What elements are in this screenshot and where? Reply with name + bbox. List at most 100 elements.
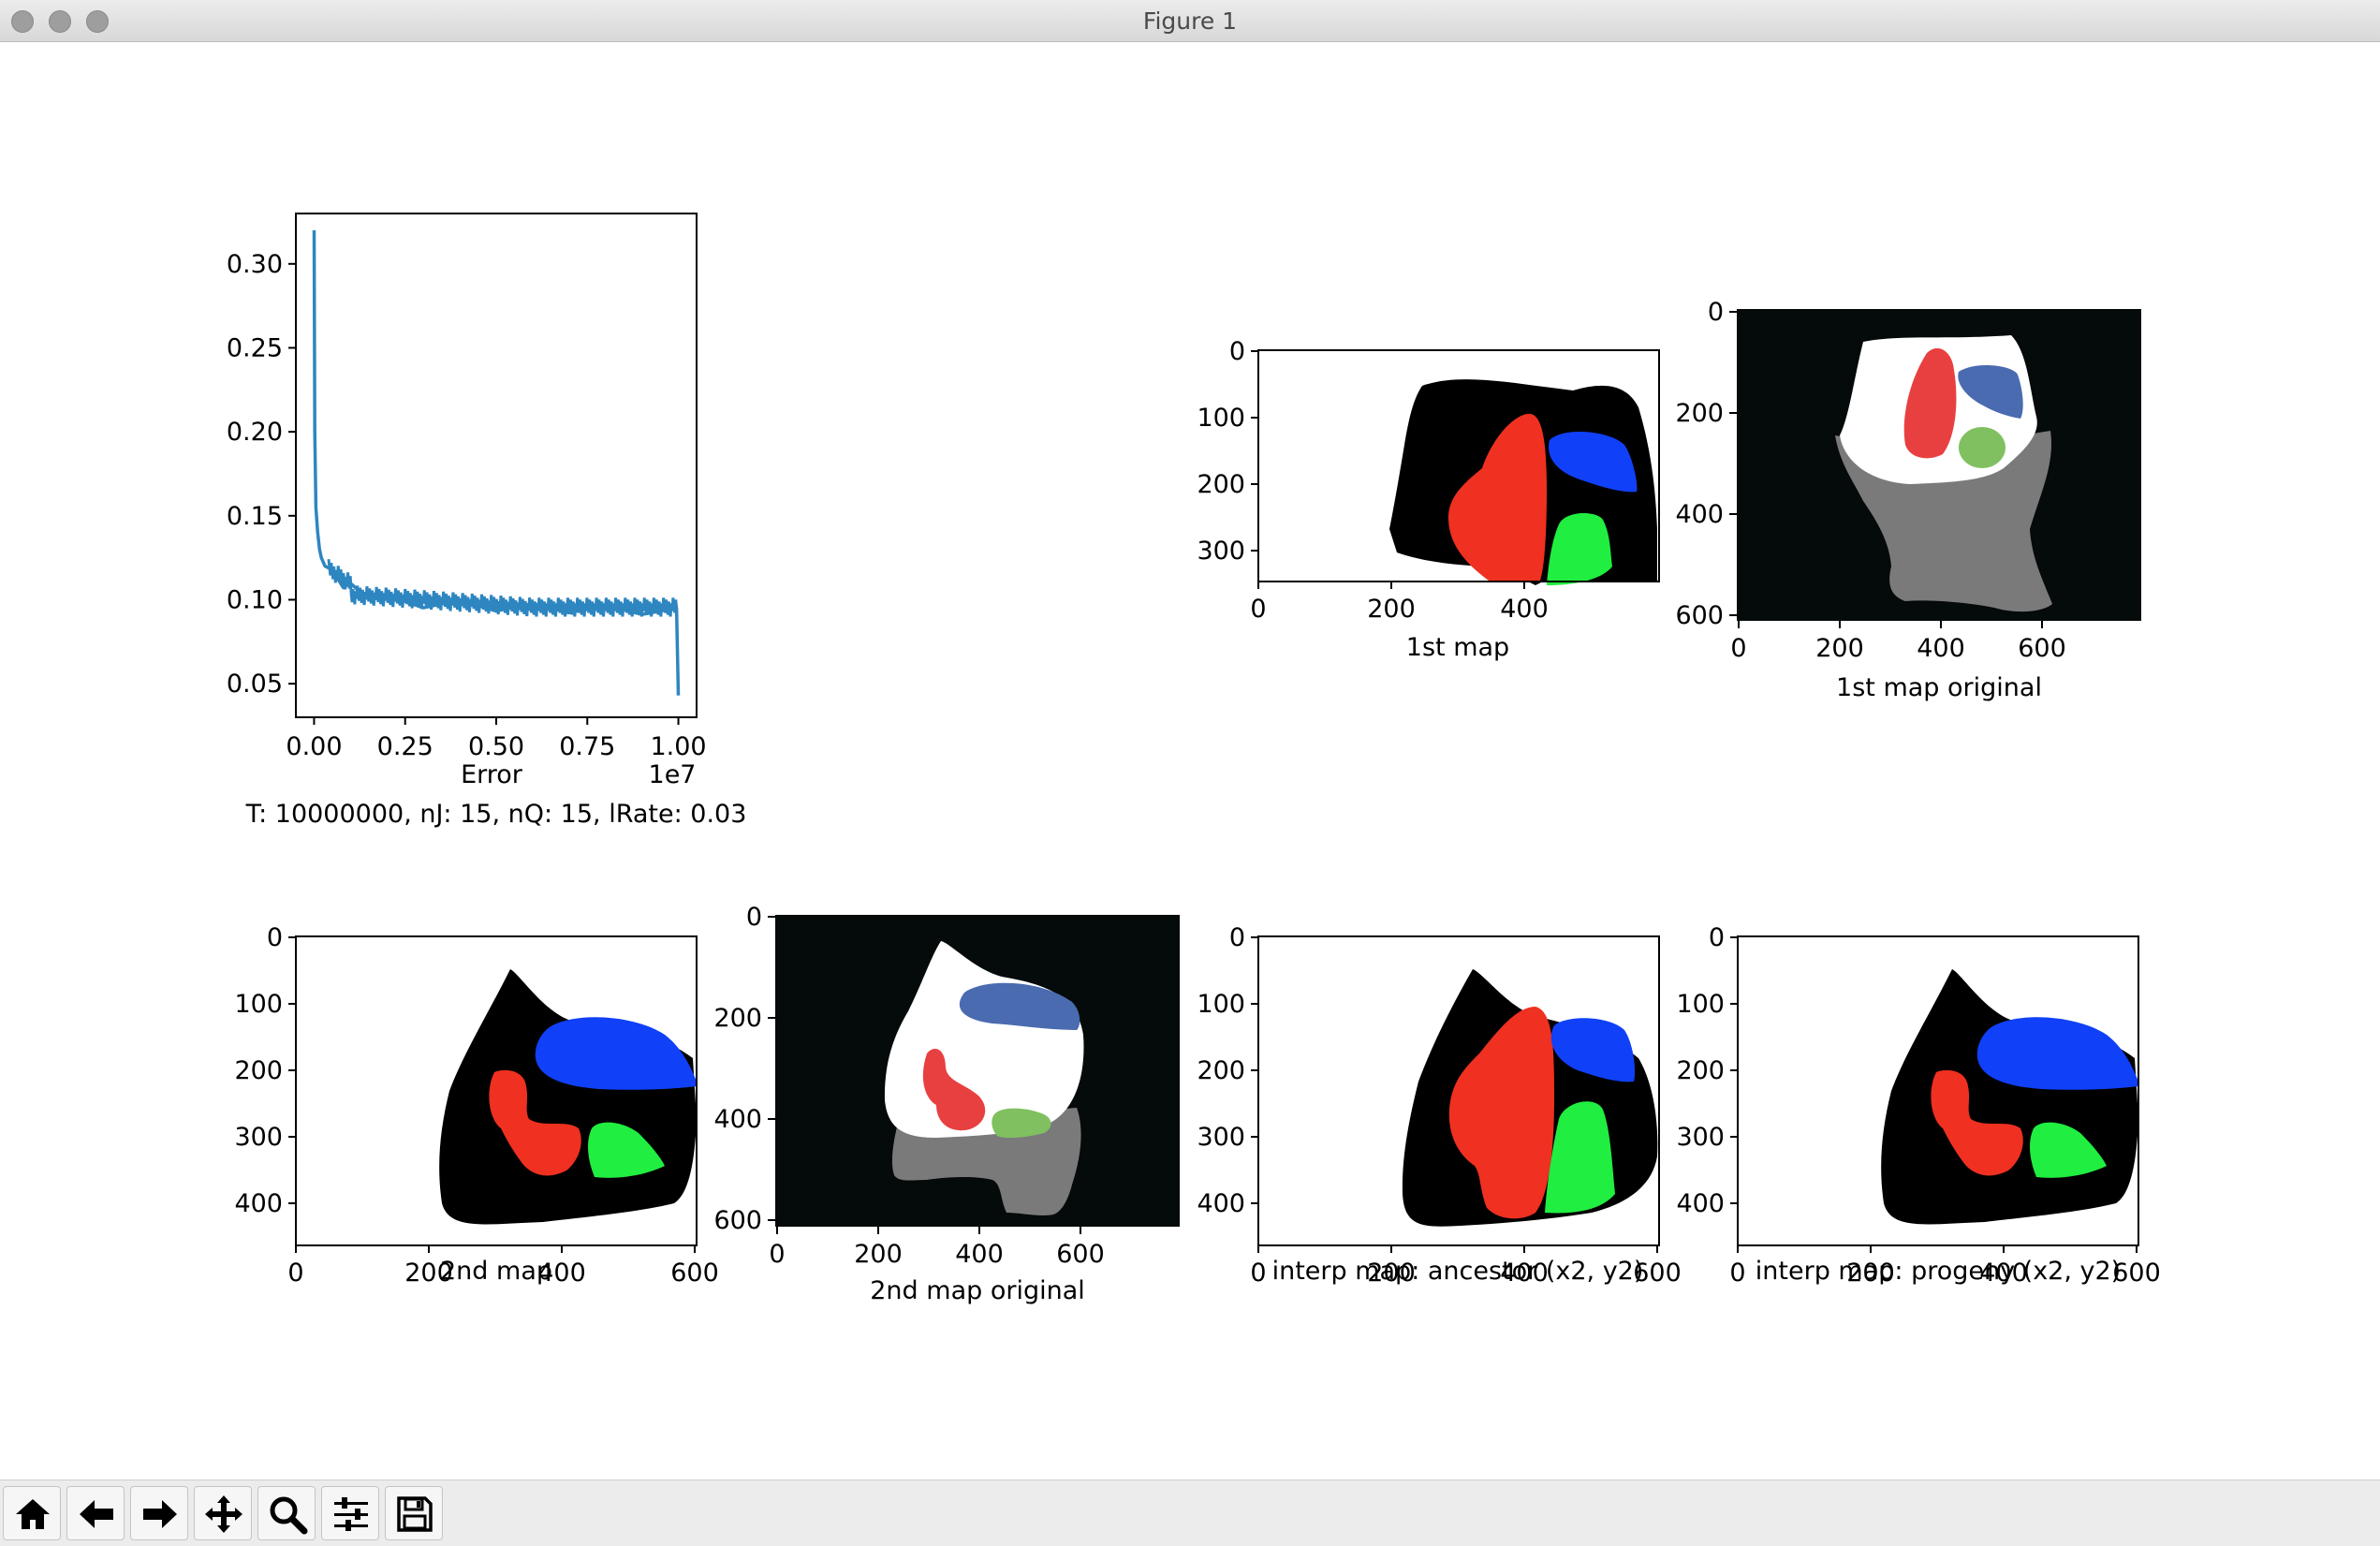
x-tick-label: 0 <box>1250 1259 1266 1288</box>
configure-subplots-button[interactable] <box>321 1486 379 1540</box>
x-tick-label: 0 <box>287 1259 303 1288</box>
x-tick-label: 400 <box>1917 634 1965 663</box>
y-tick-label: 0 <box>1229 923 1245 952</box>
x-tick-label: 600 <box>1056 1240 1105 1269</box>
interp-ancestor-blue-region <box>1550 1018 1636 1082</box>
x-tick-label: 600 <box>2018 634 2066 663</box>
first-map-original-green-region <box>1959 427 2005 468</box>
y-tick-label: 200 <box>1676 1056 1725 1085</box>
x-tick-label: 200 <box>1815 634 1864 663</box>
x-tick-label: 0 <box>1250 595 1266 624</box>
y-tick-label: 600 <box>713 1206 762 1235</box>
y-tick-label: 400 <box>1676 1189 1725 1218</box>
x-tick-label: 400 <box>1979 1259 2028 1288</box>
x-tick-label: 0 <box>769 1240 785 1269</box>
second-map-xlabel: 2nd map <box>440 1257 552 1286</box>
close-window-button[interactable] <box>11 10 34 33</box>
interp-ancestor-frame <box>1257 935 1660 1246</box>
second-map-frame <box>295 935 698 1246</box>
magnifier-icon <box>270 1496 308 1535</box>
y-tick-label: 100 <box>234 990 283 1019</box>
error-x-tick-label: 0.25 <box>377 732 433 761</box>
interp-progeny-red-region <box>1931 1069 2023 1176</box>
error-y-tick-label: 0.30 <box>227 250 283 279</box>
error-noise-band <box>327 559 679 617</box>
second-map-red-region <box>489 1069 581 1176</box>
second-map-original-blue-region <box>959 982 1080 1030</box>
y-tick-label: 100 <box>1197 404 1245 433</box>
error-x-offset-label: 1e7 <box>649 760 697 789</box>
error-y-tick-label: 0.10 <box>227 585 283 614</box>
x-tick-label: 600 <box>670 1259 719 1288</box>
sliders-icon <box>334 1497 368 1531</box>
y-tick-label: 300 <box>1676 1123 1725 1152</box>
interp-progeny-green-region <box>2030 1122 2107 1178</box>
error-xlabel: Error <box>461 760 523 789</box>
pan-button[interactable] <box>194 1486 252 1540</box>
window-titlebar: Figure 1 <box>0 0 2380 42</box>
y-tick-label: 0 <box>1229 337 1245 366</box>
x-tick-label: 0 <box>1729 1259 1745 1288</box>
first-map-original-xlabel: 1st map original <box>1836 673 2042 702</box>
x-tick-label: 400 <box>955 1240 1004 1269</box>
error-y-tick-label: 0.15 <box>227 502 283 531</box>
error-caption: T: 10000000, nJ: 15, nQ: 15, lRate: 0.03 <box>245 800 747 829</box>
forward-button[interactable] <box>130 1486 188 1540</box>
second-map-green-region <box>588 1122 665 1178</box>
x-tick-label: 200 <box>404 1259 453 1288</box>
y-tick-label: 200 <box>1675 399 1724 428</box>
second-map-original-xlabel: 2nd map original <box>870 1276 1085 1305</box>
error-plot-frame <box>295 213 698 718</box>
move-icon <box>205 1495 242 1533</box>
y-tick-label: 100 <box>1197 990 1245 1019</box>
y-tick-label: 100 <box>1676 990 1725 1019</box>
save-button[interactable] <box>385 1486 443 1540</box>
error-plot: 0.00 0.25 0.50 0.75 1.00 0.05 0.10 0.15 0.20 0.25… <box>227 213 747 829</box>
interp-progeny-plot: 0 200 400 600 0 100 200 300 400 interp map: prog… <box>1676 923 2160 1288</box>
interp-ancestor-plot: 0 200 400 600 0 100 200 300 400 interp map: ance… <box>1197 923 1681 1288</box>
x-tick-label: 200 <box>1846 1259 1895 1288</box>
figure-canvas[interactable]: 0.00 0.25 0.50 0.75 1.00 0.05 0.10 0.15 0.20 0.25… <box>0 42 2380 1480</box>
error-y-tick-label: 0.20 <box>227 418 283 447</box>
zoom-button[interactable] <box>257 1486 316 1540</box>
minimize-window-button[interactable] <box>49 10 71 33</box>
y-tick-label: 200 <box>1197 1056 1245 1085</box>
second-map-blue-region <box>535 1017 697 1090</box>
interp-ancestor-xlabel: interp map: ancestor (x2, y2) <box>1272 1257 1644 1286</box>
interp-ancestor-red-region <box>1448 1007 1554 1219</box>
x-tick-label: 200 <box>1367 595 1416 624</box>
home-button[interactable] <box>3 1486 61 1540</box>
y-tick-label: 400 <box>1197 1189 1245 1218</box>
first-map-green-region <box>1547 513 1612 585</box>
y-tick-label: 400 <box>234 1189 283 1218</box>
interp-ancestor-green-region <box>1545 1101 1615 1214</box>
x-tick-label: 200 <box>854 1240 903 1269</box>
x-tick-label: 200 <box>1367 1259 1416 1288</box>
error-y-tick-label: 0.25 <box>227 333 283 362</box>
first-map-blue-region <box>1549 431 1638 493</box>
error-x-tick-label: 0.50 <box>468 732 524 761</box>
y-tick-label: 200 <box>1197 470 1245 499</box>
y-tick-label: 400 <box>1675 500 1724 529</box>
y-tick-label: 0 <box>1709 923 1725 952</box>
zoom-window-button[interactable] <box>86 10 109 33</box>
x-tick-label: 600 <box>2112 1259 2161 1288</box>
x-tick-label: 0 <box>1730 634 1746 663</box>
first-map-original-red-region <box>1903 347 1957 459</box>
second-map-plot: 0 200 400 600 0 100 200 300 400 2nd map <box>234 923 718 1288</box>
home-icon <box>16 1499 50 1529</box>
interp-progeny-xlabel: interp map: progeny (x2, y2) <box>1756 1257 2121 1286</box>
first-map-xlabel: 1st map <box>1406 633 1509 662</box>
second-map-original-green-region <box>992 1108 1051 1139</box>
back-button[interactable] <box>66 1486 125 1540</box>
second-map-black-region <box>439 969 697 1225</box>
error-y-tick-label: 0.05 <box>227 670 283 699</box>
y-tick-label: 0 <box>1708 298 1724 327</box>
error-x-tick-label: 0.75 <box>559 732 615 761</box>
arrow-right-icon <box>143 1500 177 1528</box>
y-tick-label: 300 <box>234 1123 283 1152</box>
first-map-plot: 0 200 400 0 100 200 300 1st map <box>1197 337 1660 662</box>
window-title: Figure 1 <box>1142 7 1238 35</box>
interp-progeny-frame <box>1737 935 2139 1246</box>
